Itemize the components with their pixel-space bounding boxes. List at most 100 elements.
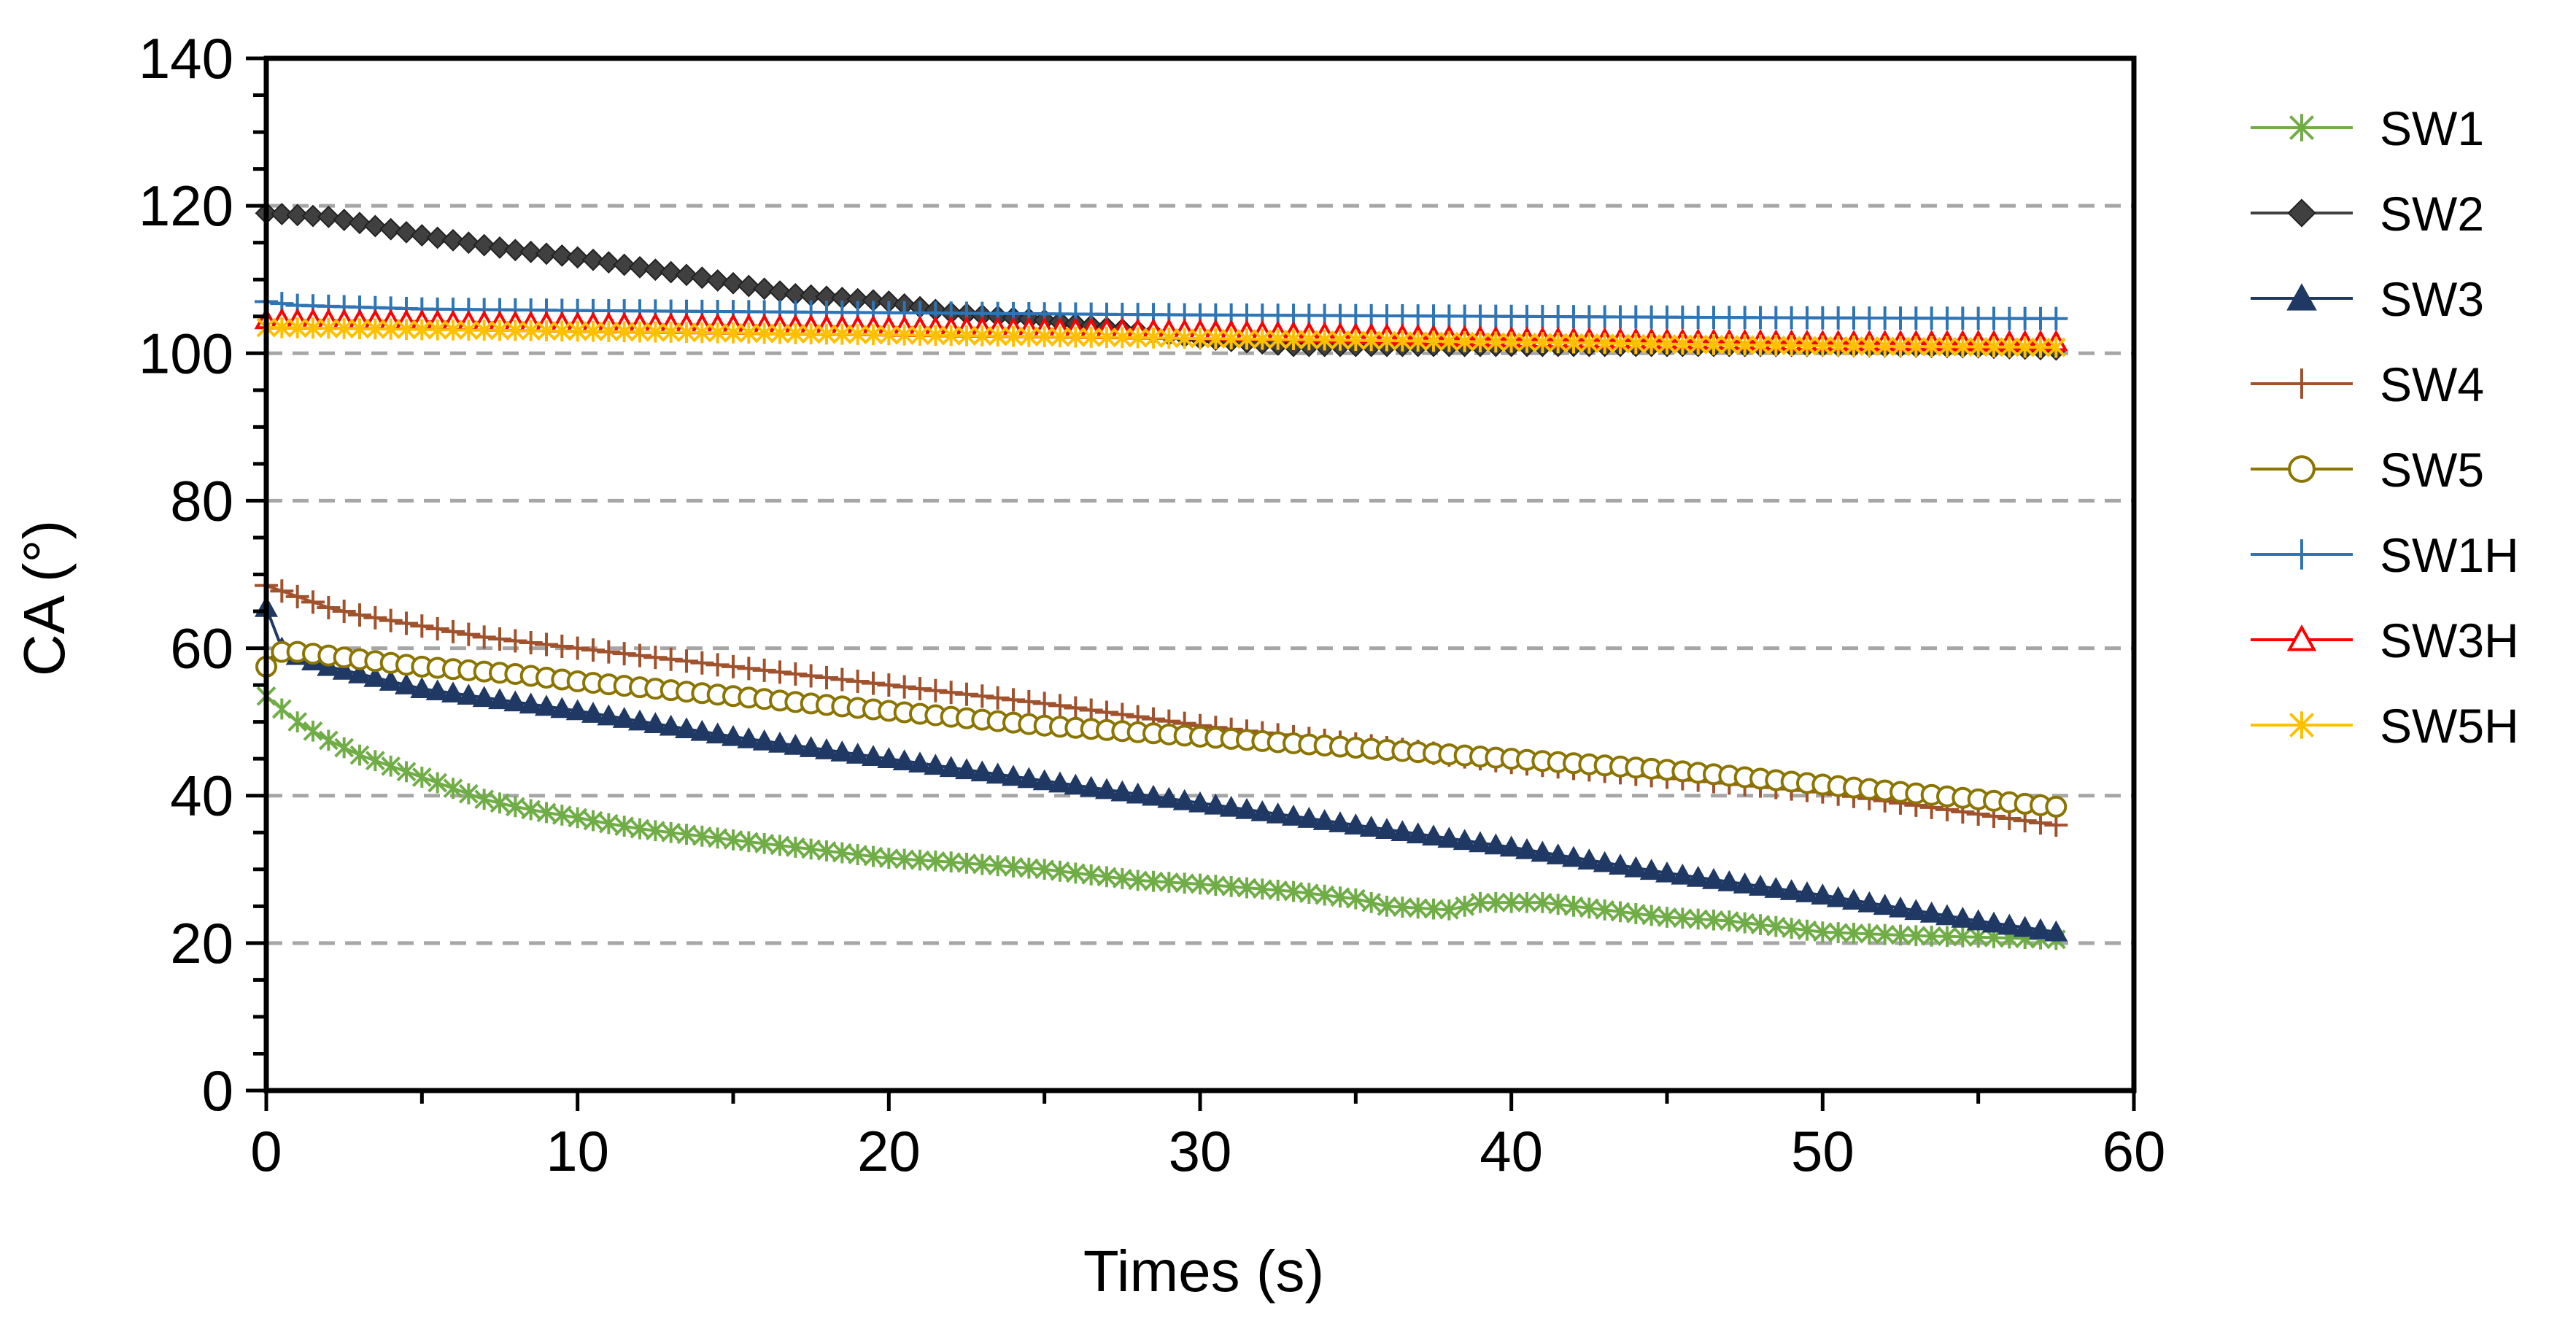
data-marker (878, 848, 899, 870)
data-marker (488, 627, 511, 651)
data-marker (1935, 904, 1959, 926)
data-marker (675, 263, 698, 287)
data-marker (1315, 329, 1335, 351)
data-marker (443, 319, 463, 341)
data-marker (1982, 911, 2006, 933)
data-marker (1282, 805, 1305, 826)
data-marker (1765, 335, 1786, 356)
data-marker (271, 317, 292, 338)
data-marker (568, 807, 588, 829)
data-marker (1172, 789, 1196, 810)
data-marker (1143, 870, 1164, 892)
data-marker (425, 617, 449, 641)
data-marker (1717, 870, 1741, 891)
data-marker (535, 694, 558, 716)
data-marker (597, 251, 620, 274)
data-marker (1408, 897, 1428, 919)
data-marker (1517, 331, 1537, 353)
data-marker (1844, 922, 1864, 944)
data-marker (1361, 330, 1382, 352)
data-marker (612, 642, 636, 666)
data-marker (317, 205, 340, 228)
y-tick-label: 120 (139, 174, 233, 238)
data-marker (598, 321, 619, 342)
data-marker (614, 321, 635, 343)
data-marker (1563, 332, 1584, 354)
data-marker (1034, 326, 1055, 347)
data-marker (270, 579, 294, 603)
data-marker (1655, 861, 1679, 883)
data-marker (1639, 859, 1663, 880)
data-marker (1875, 924, 1895, 945)
data-marker (1469, 831, 1492, 853)
data-marker (318, 317, 339, 339)
x-axis-title: Times (s) (1083, 1239, 1324, 1304)
data-marker (488, 236, 511, 259)
data-marker (754, 322, 775, 344)
data-marker (1112, 327, 1132, 349)
data-marker (892, 749, 916, 771)
data-marker (1299, 329, 1319, 351)
data-marker (613, 253, 636, 276)
data-marker (1345, 888, 1366, 910)
data-marker (705, 653, 730, 677)
data-marker (1811, 883, 1835, 905)
data-marker (1455, 895, 1475, 917)
data-marker (1439, 899, 1459, 921)
data-marker (1018, 857, 1039, 879)
data-marker (1531, 840, 1555, 862)
data-marker (722, 271, 745, 295)
data-marker (334, 318, 355, 339)
data-marker (1749, 875, 1772, 896)
data-marker (908, 751, 932, 773)
data-marker (550, 244, 573, 267)
data-marker (1392, 330, 1412, 352)
data-marker (753, 277, 776, 301)
data-marker (1657, 907, 1677, 928)
data-marker (1003, 325, 1024, 347)
y-tick-label: 100 (139, 321, 233, 385)
data-marker (1501, 331, 1522, 353)
data-marker (1672, 907, 1693, 929)
data-marker (614, 816, 635, 837)
data-marker (1485, 891, 1506, 913)
data-marker (1906, 925, 1926, 947)
data-marker (1079, 775, 1103, 797)
data-marker (443, 778, 463, 799)
data-marker (1328, 811, 1352, 832)
data-marker (1672, 333, 1693, 355)
legend-label: SW1H (2380, 528, 2519, 582)
data-marker (752, 729, 776, 751)
data-marker (2288, 455, 2316, 483)
data-marker (2046, 336, 2066, 358)
data-marker (457, 622, 481, 646)
data-marker (1268, 880, 1288, 901)
data-marker (955, 758, 978, 780)
data-marker (1221, 328, 1242, 349)
data-marker (2029, 918, 2052, 940)
data-marker (472, 686, 496, 708)
data-marker (411, 767, 432, 788)
data-marker (894, 324, 915, 346)
x-tick-label: 50 (1791, 1119, 1854, 1183)
data-marker (1609, 853, 1632, 875)
data-marker (1079, 698, 1103, 722)
data-marker (628, 643, 651, 667)
legend-item-sw4: SW4 (2251, 357, 2484, 411)
data-marker (1064, 696, 1088, 720)
data-marker (708, 322, 728, 344)
data-marker (784, 733, 808, 755)
data-marker (410, 224, 433, 247)
data-marker (659, 714, 683, 736)
data-marker (846, 670, 870, 694)
data-marker (832, 323, 852, 345)
legend-item-sw5h: SW5H (2251, 699, 2519, 753)
data-marker (488, 688, 511, 710)
legend-label: SW3 (2380, 272, 2484, 326)
data-marker (862, 745, 885, 766)
y-axis-title: CA (°) (12, 520, 77, 676)
data-marker (1968, 336, 1989, 357)
data-marker (988, 325, 1008, 347)
data-marker (1984, 336, 2004, 358)
